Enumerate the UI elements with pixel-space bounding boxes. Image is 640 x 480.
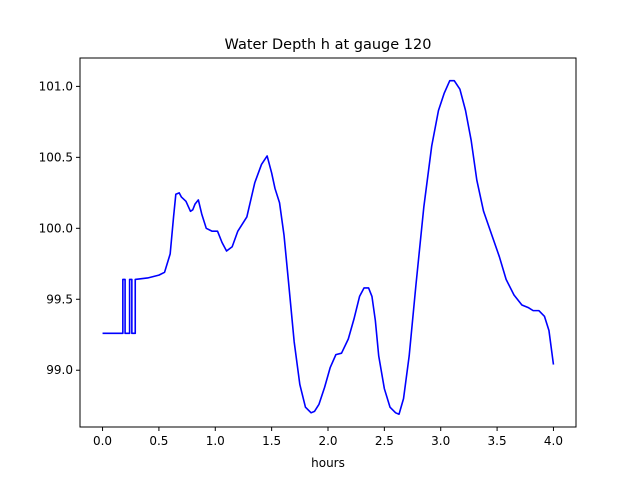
x-axis: 0.0 0.5 1.0 1.5 2.0 2.5 3.0 3.5 4.0 bbox=[93, 427, 563, 448]
x-tick-label: 1.0 bbox=[206, 434, 225, 448]
y-tick-label: 100.5 bbox=[39, 150, 73, 164]
y-tick-label: 99.5 bbox=[46, 292, 73, 306]
x-tick-label: 0.0 bbox=[93, 434, 112, 448]
x-tick-label: 1.5 bbox=[262, 434, 281, 448]
x-tick-label: 2.0 bbox=[318, 434, 337, 448]
x-tick-label: 3.5 bbox=[488, 434, 507, 448]
plot-area bbox=[102, 79, 555, 416]
x-tick-label: 0.5 bbox=[149, 434, 168, 448]
x-tick-label: 3.0 bbox=[431, 434, 450, 448]
chart-title: Water Depth h at gauge 120 bbox=[225, 37, 432, 53]
y-tick-label: 100.0 bbox=[39, 221, 73, 235]
y-tick-label: 99.0 bbox=[46, 363, 73, 377]
series-line bbox=[102, 79, 555, 416]
y-axis: 99.0 99.5 100.0 100.5 101.0 bbox=[39, 79, 80, 377]
x-tick-label: 2.5 bbox=[375, 434, 394, 448]
x-tick-label: 4.0 bbox=[544, 434, 563, 448]
y-tick-label: 101.0 bbox=[39, 79, 73, 93]
x-axis-label: hours bbox=[311, 456, 345, 470]
axes-frame bbox=[79, 57, 577, 428]
